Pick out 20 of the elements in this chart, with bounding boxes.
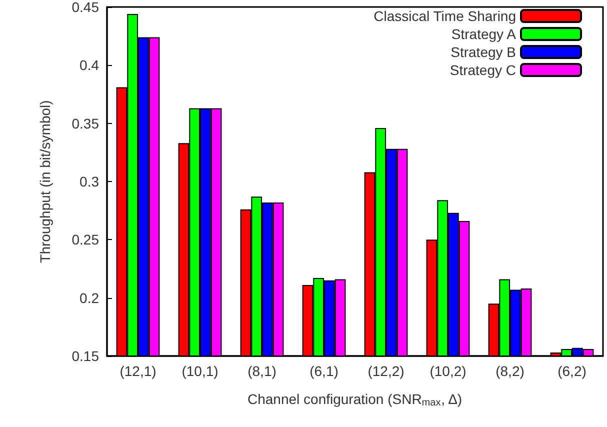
legend-label: Strategy B	[450, 44, 516, 60]
x-tick-label: (10,2)	[430, 363, 466, 379]
x-tick-label: (8,1)	[248, 363, 276, 379]
x-tick-label: (12,1)	[120, 363, 156, 379]
y-tick-label: 0.15	[72, 348, 100, 364]
x-tick-label: (6,2)	[558, 363, 586, 379]
legend-label: Classical Time Sharing	[374, 8, 516, 24]
y-axis-title: Throughput (in bit/symbol)	[37, 100, 53, 263]
legend-label: Strategy C	[450, 62, 516, 78]
y-tick-label: 0.3	[80, 174, 100, 190]
y-tick-label: 0.45	[72, 0, 100, 15]
y-tick-label: 0.25	[72, 232, 100, 248]
y-tick-label: 0.2	[80, 290, 100, 306]
x-tick-label: (8,2)	[496, 363, 524, 379]
x-tick-label: (12,2)	[368, 363, 404, 379]
y-tick-label: 0.4	[80, 57, 100, 74]
legend-label: Strategy A	[451, 26, 517, 42]
x-tick-label: (10,1)	[182, 363, 218, 379]
y-tick-label: 0.35	[72, 115, 100, 132]
x-tick-label: (6,1)	[310, 363, 338, 379]
